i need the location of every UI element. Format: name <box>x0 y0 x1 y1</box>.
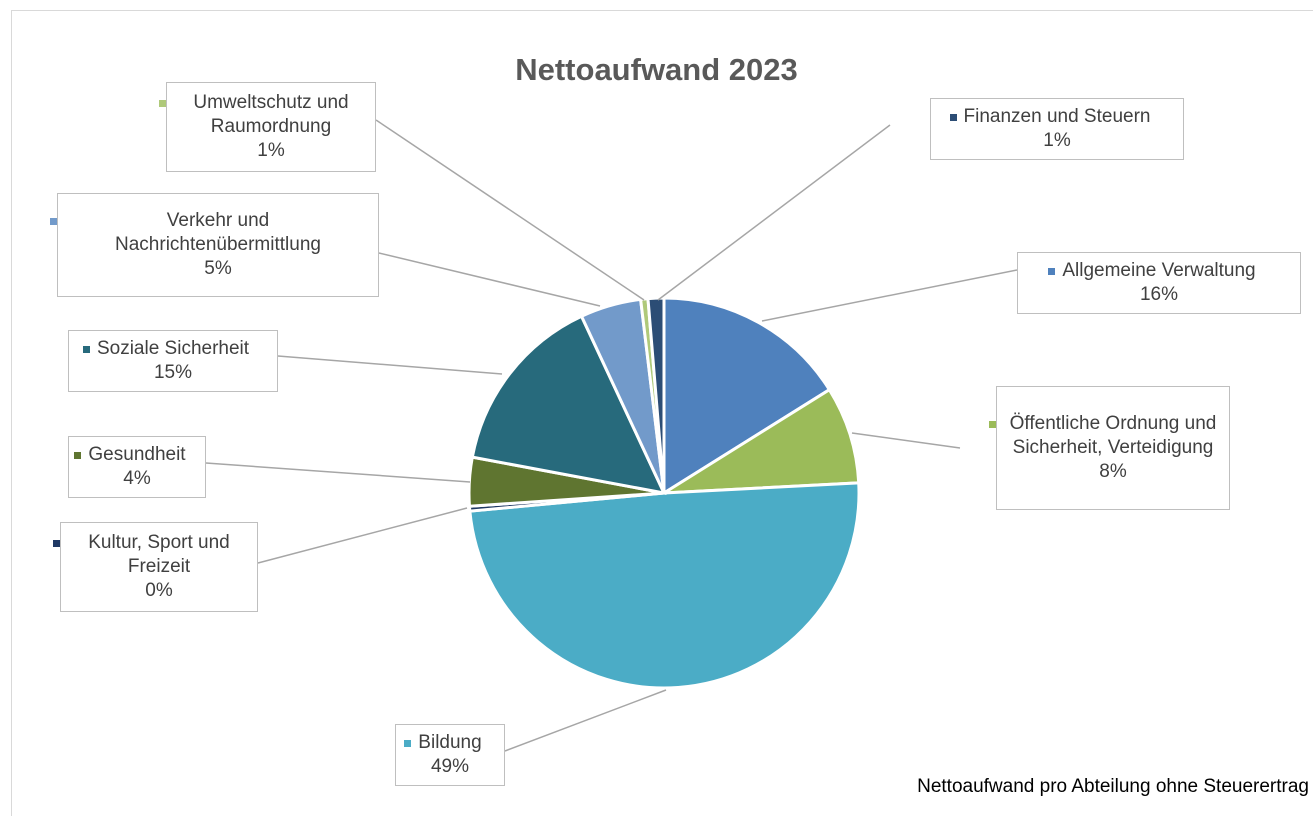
leader-line <box>257 507 468 564</box>
leader-line <box>851 432 961 449</box>
slice-name: Verkehr und Nachrichtenübermittlung <box>115 210 321 255</box>
slice-percent: 49% <box>430 756 469 777</box>
slice-name: Öffentliche Ordnung und Sicherheit, Vert… <box>1009 413 1217 458</box>
pie-slice <box>662 296 832 496</box>
leader-line <box>277 355 503 375</box>
data-label: Soziale Sicherheit 15% <box>68 330 278 392</box>
slice-name: Soziale Sicherheit <box>96 338 250 359</box>
data-label: Bildung 49% <box>395 724 505 786</box>
slice-name: Allgemeine Verwaltung <box>1062 260 1256 281</box>
chart-footnote: Nettoaufwand pro Abteilung ohne Steuerer… <box>917 776 1309 797</box>
slice-percent: 0% <box>145 580 173 601</box>
slice-name: Bildung <box>418 732 482 753</box>
slice-percent: 15% <box>153 362 193 383</box>
legend-key-icon <box>82 346 90 353</box>
slice-percent: 4% <box>123 468 151 489</box>
data-label: Allgemeine Verwaltung 16% <box>1017 252 1301 314</box>
chart-area <box>11 10 1313 816</box>
legend-key-icon <box>1048 268 1056 275</box>
leader-line <box>761 269 1018 322</box>
pie-slice <box>646 296 666 494</box>
legend-key-icon <box>74 452 82 459</box>
leader-line <box>504 689 667 752</box>
slice-name: Finanzen und Steuern <box>963 106 1151 127</box>
legend-key-icon <box>53 540 60 547</box>
leader-line <box>375 119 645 301</box>
slice-percent: 8% <box>1099 461 1127 482</box>
slice-percent: 16% <box>1139 284 1178 305</box>
data-label: Kultur, Sport und Freizeit 0% <box>53 522 258 612</box>
slice-name: Kultur, Sport und Freizeit <box>88 532 230 577</box>
pie-slice <box>468 481 861 690</box>
data-label: Öffentliche Ordnung und Sicherheit, Vert… <box>989 386 1230 510</box>
data-label: Umweltschutz und Raumordnung 1% <box>159 82 376 172</box>
slice-name: Umweltschutz und Raumordnung <box>193 92 349 137</box>
legend-key-icon <box>989 421 996 428</box>
slice-percent: 5% <box>204 258 232 279</box>
slice-percent: 1% <box>1043 130 1071 151</box>
leader-line <box>378 252 601 307</box>
pie-slice <box>658 387 861 495</box>
leader-line <box>657 124 891 301</box>
legend-key-icon <box>159 100 166 107</box>
pie-slice <box>470 314 667 496</box>
data-label: Gesundheit 4% <box>68 436 206 498</box>
slice-percent: 1% <box>257 140 285 161</box>
legend-key-icon <box>50 218 57 225</box>
legend-key-icon <box>949 114 957 121</box>
leader-line <box>205 462 471 483</box>
slice-name: Gesundheit <box>88 444 186 465</box>
chart-title: Nettoaufwand 2023 <box>515 52 798 87</box>
legend-key-icon <box>404 740 412 747</box>
data-label: Verkehr und Nachrichtenübermittlung 5% <box>50 193 379 297</box>
data-label: Finanzen und Steuern 1% <box>930 98 1184 160</box>
